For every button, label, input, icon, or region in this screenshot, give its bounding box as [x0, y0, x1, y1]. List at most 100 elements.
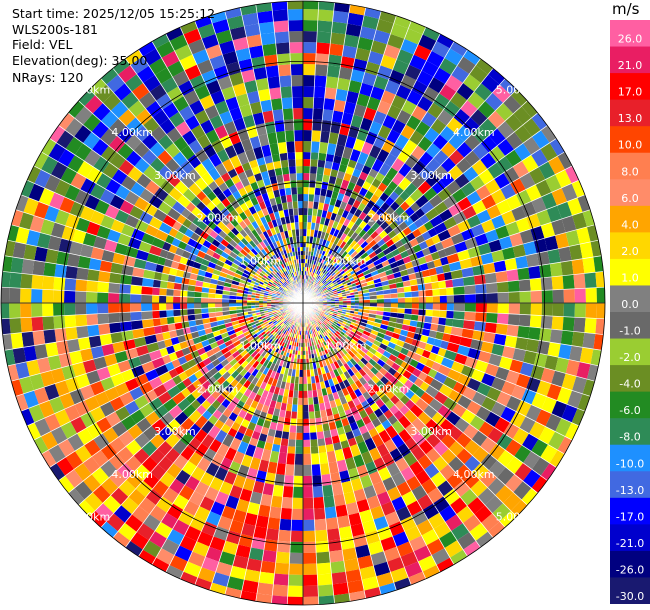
- ppi-gate: [565, 359, 580, 377]
- ppi-gate: [435, 265, 444, 275]
- ppi-gate: [260, 493, 273, 507]
- ppi-gate: [429, 214, 444, 228]
- ppi-gate: [229, 485, 243, 499]
- ray-separator: [302, 239, 599, 304]
- ppi-gate: [437, 324, 446, 333]
- ppi-gate: [376, 303, 384, 308]
- ray-separator: [302, 302, 481, 548]
- ppi-gate: [437, 404, 452, 419]
- ppi-gate: [305, 354, 309, 359]
- ppi-gate: [425, 447, 441, 464]
- ppi-gate: [437, 248, 447, 259]
- ppi-gate: [528, 326, 541, 341]
- ppi-gate: [358, 229, 367, 238]
- ppi-gate: [525, 184, 542, 202]
- ppi-gate: [297, 404, 303, 412]
- ppi-gate: [373, 561, 391, 577]
- ppi-gate: [322, 280, 327, 285]
- ppi-gate: [406, 267, 415, 275]
- ppi-gate: [323, 315, 328, 319]
- ppi-gate: [530, 364, 545, 381]
- ppi-gate: [347, 350, 356, 358]
- ppi-gate: [463, 319, 476, 331]
- ppi-gate: [278, 315, 283, 319]
- ppi-gate: [333, 291, 338, 295]
- ray-separator: [302, 49, 468, 304]
- ppi-gate: [576, 361, 591, 380]
- ppi-gate: [391, 434, 405, 449]
- ppi-gate: [235, 544, 251, 559]
- ppi-gate: [319, 313, 324, 318]
- ppi-gate: [338, 274, 344, 279]
- ppi-gate: [327, 241, 334, 250]
- ppi-gate: [312, 315, 316, 320]
- ppi-gate: [348, 275, 353, 280]
- ppi-gate: [354, 305, 359, 309]
- ppi-gate: [318, 152, 327, 161]
- ppi-gate: [425, 358, 435, 369]
- ppi-gate: [557, 152, 573, 170]
- ppi-gate: [378, 367, 388, 376]
- ppi-gate: [415, 398, 429, 412]
- ppi-gate: [491, 343, 505, 357]
- ppi-gate: [400, 516, 417, 532]
- ppi-gate: [298, 376, 303, 384]
- ppi-gate: [258, 347, 266, 356]
- ppi-gate: [292, 397, 298, 405]
- ppi-gate: [329, 227, 336, 236]
- ppi-gate: [234, 391, 244, 401]
- ppi-gate: [519, 416, 536, 434]
- ppi-gate: [272, 364, 279, 373]
- ppi-gate: [331, 340, 336, 346]
- ppi-gate: [324, 270, 329, 275]
- ray-separator: [179, 302, 304, 580]
- ppi-gate: [324, 251, 329, 257]
- ppi-gate: [303, 152, 311, 160]
- ppi-gate: [332, 267, 337, 272]
- ppi-gate: [220, 358, 230, 368]
- ppi-gate: [312, 320, 315, 325]
- ppi-gate: [278, 529, 292, 542]
- ppi-gate: [291, 519, 303, 531]
- ppi-gate: [433, 371, 448, 384]
- ppi-gate: [183, 561, 202, 578]
- ppi-gate: [339, 240, 347, 249]
- ppi-gate: [210, 501, 226, 516]
- ppi-gate: [523, 136, 541, 155]
- ppi-gate: [423, 276, 432, 284]
- ppi-gate: [265, 528, 280, 541]
- ppi-gate: [75, 291, 87, 303]
- ppi-gate: [20, 317, 33, 333]
- ppi-gate: [474, 505, 493, 523]
- ppi-gate: [64, 404, 81, 422]
- ppi-gate: [336, 238, 344, 247]
- ppi-gate: [335, 504, 349, 518]
- ppi-gate: [556, 387, 573, 405]
- ray-separator: [302, 33, 441, 304]
- ppi-gate: [332, 322, 337, 327]
- ppi-gate: [74, 445, 92, 463]
- ppi-gate: [20, 273, 33, 289]
- ppi-gate: [110, 487, 129, 506]
- ppi-gate: [213, 526, 230, 541]
- ppi-gate: [305, 358, 310, 363]
- ppi-gate: [449, 497, 468, 515]
- ppi-gate: [422, 27, 441, 41]
- ppi-gate: [421, 269, 431, 278]
- ppi-gate: [329, 346, 334, 352]
- ppi-gate: [273, 321, 279, 326]
- ppi-gate: [105, 411, 121, 428]
- ppi-gate: [384, 511, 401, 527]
- ray-separator: [255, 302, 304, 602]
- ppi-gate: [97, 292, 109, 303]
- ppi-gate: [379, 11, 397, 24]
- ppi-gate: [432, 295, 440, 303]
- ppi-gate: [410, 314, 419, 322]
- ppi-gate: [333, 311, 338, 315]
- ppi-gate: [435, 331, 444, 341]
- ppi-gate: [289, 319, 293, 324]
- ppi-gate: [548, 431, 565, 450]
- ppi-gate: [263, 442, 274, 451]
- ppi-gate: [357, 360, 366, 369]
- ppi-gate: [485, 411, 501, 428]
